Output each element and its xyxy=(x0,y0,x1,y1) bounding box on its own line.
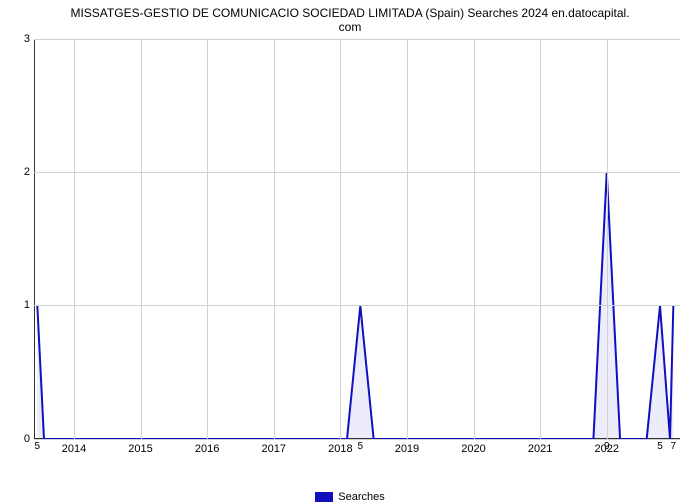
y-tick-label: 2 xyxy=(6,166,30,178)
x-tick-label: 2014 xyxy=(62,443,86,455)
x-tick-label: 2021 xyxy=(528,443,552,455)
point-label: 5 xyxy=(35,441,41,452)
legend-swatch xyxy=(315,492,333,502)
grid-vline xyxy=(340,39,341,439)
x-tick-label: 2015 xyxy=(128,443,152,455)
x-tick-label: 2016 xyxy=(195,443,219,455)
point-label: 5 xyxy=(657,441,663,452)
chart-zone: 0123 20142015201620172018201920202021202… xyxy=(0,39,700,469)
grid-hline xyxy=(34,172,680,173)
y-tick-label: 1 xyxy=(6,299,30,311)
grid-vline xyxy=(474,39,475,439)
point-label: 7 xyxy=(671,441,677,452)
point-label: 5 xyxy=(358,441,364,452)
grid-vline xyxy=(607,39,608,439)
grid-vline xyxy=(207,39,208,439)
grid-vline xyxy=(274,39,275,439)
legend-label: Searches xyxy=(338,491,384,503)
grid-vline xyxy=(141,39,142,439)
chart-container: MISSATGES-GESTIO DE COMUNICACIO SOCIEDAD… xyxy=(0,0,700,500)
legend: Searches xyxy=(0,491,700,503)
x-tick-label: 2019 xyxy=(395,443,419,455)
chart-title: MISSATGES-GESTIO DE COMUNICACIO SOCIEDAD… xyxy=(30,6,670,35)
y-tick-label: 0 xyxy=(6,433,30,445)
series-svg xyxy=(34,39,680,439)
x-tick-label: 2020 xyxy=(461,443,485,455)
grid-hline xyxy=(34,39,680,40)
title-line-1: MISSATGES-GESTIO DE COMUNICACIO SOCIEDAD… xyxy=(70,6,629,20)
grid-hline xyxy=(34,305,680,306)
grid-vline xyxy=(540,39,541,439)
grid-vline xyxy=(407,39,408,439)
plot-area xyxy=(34,39,680,439)
grid-vline xyxy=(74,39,75,439)
grid-hline xyxy=(34,439,680,440)
y-tick-label: 3 xyxy=(6,33,30,45)
x-tick-label: 2017 xyxy=(262,443,286,455)
x-tick-label: 2018 xyxy=(328,443,352,455)
title-line-2: com xyxy=(339,20,362,34)
point-label: 9 xyxy=(604,441,610,452)
